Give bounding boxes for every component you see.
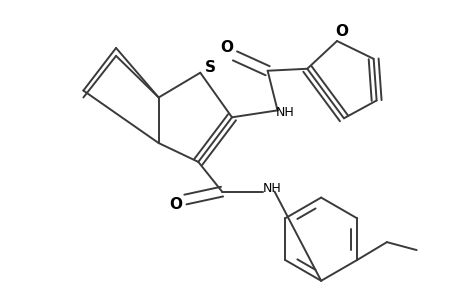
Text: O: O: [220, 40, 233, 56]
Text: S: S: [204, 60, 215, 75]
Text: O: O: [168, 197, 182, 212]
Text: NH: NH: [275, 106, 294, 119]
Text: O: O: [335, 24, 348, 39]
Text: NH: NH: [263, 182, 281, 195]
